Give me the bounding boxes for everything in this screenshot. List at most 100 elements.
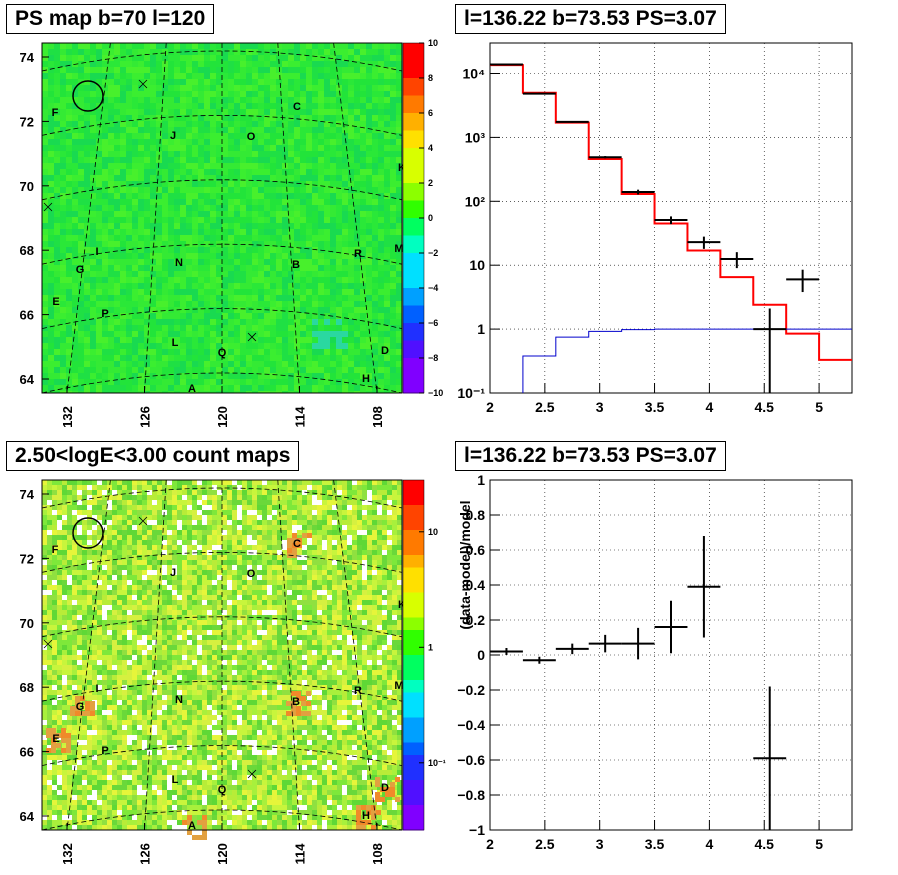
map-cell [180, 313, 186, 319]
map-cell [270, 157, 276, 163]
map-cell [67, 510, 72, 515]
map-cell [227, 495, 232, 500]
map-cell [62, 540, 67, 545]
map-cell [222, 265, 228, 271]
map-cell [96, 133, 102, 139]
map-cell [324, 73, 330, 79]
longitude-gridline [277, 42, 300, 394]
map-cell [384, 49, 390, 55]
map-cell [42, 490, 47, 495]
map-cell [212, 520, 217, 525]
map-cell [144, 169, 150, 175]
map-cell [162, 103, 168, 109]
map-cell [120, 253, 126, 259]
map-cell [48, 355, 54, 361]
map-cell [324, 175, 330, 181]
map-cell [246, 265, 252, 271]
map-cell [297, 555, 302, 560]
map-cell [227, 545, 232, 550]
map-cell [258, 313, 264, 319]
map-cell [132, 349, 138, 355]
map-cell [322, 485, 327, 490]
map-cell [198, 343, 204, 349]
map-cell [174, 145, 180, 151]
map-cell [367, 525, 372, 530]
map-cell [366, 205, 372, 211]
map-cell [54, 241, 60, 247]
map-cell [240, 337, 246, 343]
map-cell [282, 127, 288, 133]
map-cell [294, 229, 300, 235]
map-cell [372, 91, 378, 97]
map-cell [336, 61, 342, 67]
map-cell [318, 367, 324, 373]
map-cell [168, 61, 174, 67]
map-cell [120, 307, 126, 313]
map-cell [204, 253, 210, 259]
map-cell [114, 241, 120, 247]
map-cell [294, 151, 300, 157]
map-cell [348, 79, 354, 85]
map-cell [318, 289, 324, 295]
map-cell [212, 535, 217, 540]
map-cell [264, 361, 270, 367]
map-cell [288, 355, 294, 361]
map-cell [210, 253, 216, 259]
map-cell [252, 271, 258, 277]
map-cell [302, 515, 307, 520]
map-cell [354, 367, 360, 373]
map-cell [137, 550, 142, 555]
map-cell [390, 223, 396, 229]
map-cell [108, 43, 114, 49]
map-cell [234, 391, 240, 393]
map-cell [42, 49, 48, 55]
map-cell [336, 391, 342, 393]
map-cell [397, 510, 402, 515]
map-cell [306, 355, 312, 361]
map-cell [156, 289, 162, 295]
map-cell [66, 115, 72, 121]
map-cell [348, 163, 354, 169]
map-cell [177, 540, 182, 545]
map-cell [108, 55, 114, 61]
map-cell [272, 515, 277, 520]
map-cell [138, 289, 144, 295]
map-cell [282, 199, 288, 205]
map-cell [384, 103, 390, 109]
map-cell [267, 510, 272, 515]
map-cell [270, 139, 276, 145]
map-cell [96, 85, 102, 91]
map-cell [276, 283, 282, 289]
map-cell [42, 127, 48, 133]
map-cell [60, 61, 66, 67]
map-cell [60, 385, 66, 391]
map-cell [77, 505, 82, 510]
map-cell [162, 259, 168, 265]
map-cell [360, 391, 366, 393]
map-cell [180, 49, 186, 55]
map-cell [306, 79, 312, 85]
map-cell [42, 55, 48, 61]
map-cell [147, 555, 152, 560]
map-cell [120, 163, 126, 169]
map-cell [390, 133, 396, 139]
map-cell [300, 157, 306, 163]
map-cell [60, 139, 66, 145]
map-cell [366, 337, 372, 343]
map-cell [360, 157, 366, 163]
map-cell [172, 510, 177, 515]
map-cell [277, 555, 282, 560]
map-cell [216, 175, 222, 181]
map-cell [348, 211, 354, 217]
map-cell [337, 515, 342, 520]
map-cell [372, 97, 378, 103]
map-cell [366, 157, 372, 163]
map-cell [332, 545, 337, 550]
map-cell [222, 259, 228, 265]
map-cell [366, 73, 372, 79]
map-cell [120, 379, 126, 385]
map-cell [324, 325, 330, 331]
map-cell [277, 530, 282, 535]
map-cell [122, 545, 127, 550]
map-cell [222, 349, 228, 355]
